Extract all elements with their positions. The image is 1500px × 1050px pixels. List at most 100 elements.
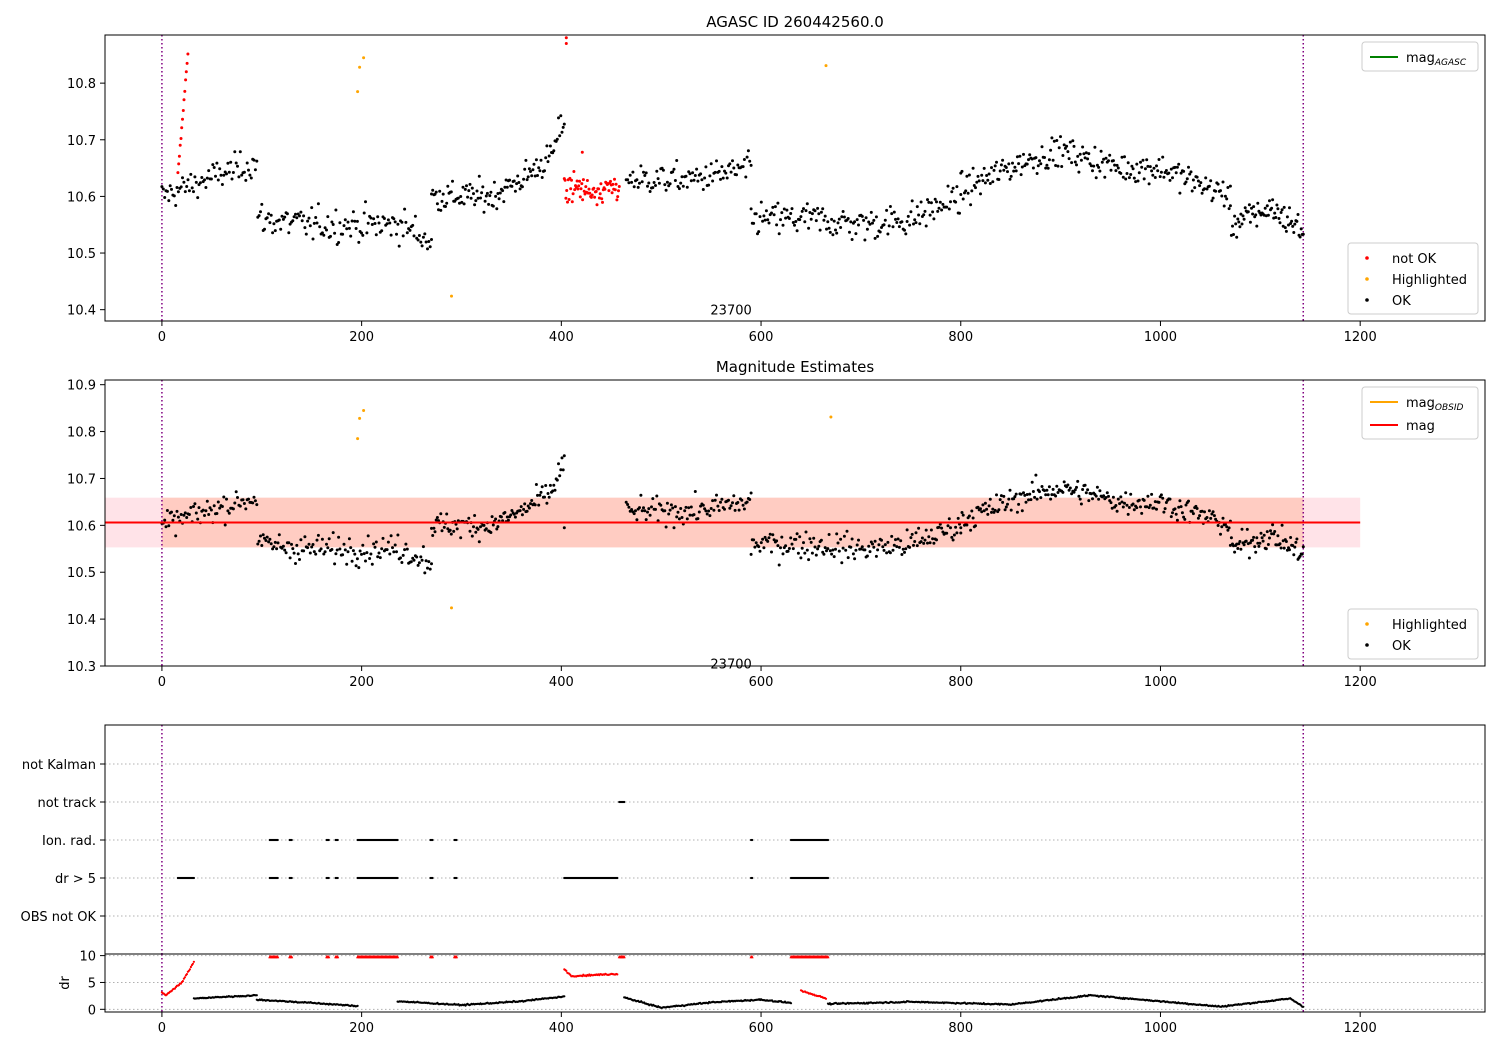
- agasc-point-ok: [630, 180, 634, 184]
- agasc-point-ok: [377, 221, 381, 225]
- agasc-point-ok: [421, 235, 425, 239]
- agasc-point-not-ok: [614, 182, 618, 186]
- mag-point-ok: [546, 492, 550, 495]
- agasc-point-ok: [1298, 235, 1302, 239]
- mag-point-ok: [1265, 530, 1269, 534]
- agasc-point-ok: [835, 231, 839, 235]
- mag-point-ok: [1124, 491, 1128, 495]
- agasc-point-ok: [1006, 170, 1009, 174]
- agasc-point-ok: [1068, 140, 1072, 144]
- agasc-point-ok: [966, 191, 970, 195]
- mag-point-ok: [174, 534, 178, 538]
- agasc-point-ok: [732, 166, 736, 170]
- mag-point-ok: [671, 506, 675, 510]
- mag-point-ok: [1081, 488, 1085, 491]
- mag-point-ok: [684, 505, 688, 509]
- agasc-point-ok: [1061, 154, 1065, 157]
- agasc-point-ok: [292, 215, 296, 219]
- agasc-point-ok: [242, 170, 246, 174]
- mag-point-ok: [1045, 488, 1049, 492]
- mag-point-ok: [1291, 544, 1295, 547]
- mag-point-ok: [377, 551, 381, 555]
- mag-point-ok: [1174, 512, 1178, 516]
- dr-point-ok: [563, 995, 566, 998]
- agasc-point-ok: [909, 210, 913, 214]
- agasc-xtick-label: 1200: [1344, 330, 1377, 345]
- mag-point-ok: [370, 562, 374, 566]
- agasc-point-ok: [836, 221, 840, 225]
- mag-point-ok: [499, 515, 503, 519]
- agasc-point-ok: [1175, 165, 1179, 169]
- agasc-point-ok: [1076, 154, 1080, 158]
- mag-point-ok: [961, 513, 965, 517]
- agasc-point-ok: [1214, 189, 1218, 193]
- mag-point-ok: [683, 509, 687, 513]
- agasc-point-ok: [427, 240, 431, 243]
- agasc-point-ok: [906, 214, 910, 218]
- agasc-point-ok: [997, 178, 1001, 181]
- mag-point-ok: [954, 525, 958, 529]
- agasc-point-ok: [639, 164, 643, 168]
- agasc-point-ok: [840, 215, 844, 219]
- mag-point-ok: [817, 544, 821, 548]
- mag-point-ok: [1162, 510, 1166, 514]
- agasc-point-ok: [841, 210, 845, 213]
- mag-point-ok: [179, 513, 183, 516]
- agasc-point-ok: [1084, 151, 1088, 155]
- agasc-point-ok: [894, 217, 897, 221]
- mag-point-ok: [988, 497, 992, 501]
- mag-point-ok: [1239, 547, 1243, 551]
- mag-point-ok: [192, 505, 195, 508]
- mag-point-ok: [1033, 495, 1037, 499]
- agasc-point-ok: [707, 183, 711, 187]
- agasc-point-ok: [638, 181, 641, 185]
- mag-point-ok: [561, 468, 565, 472]
- agasc-point-ok: [393, 220, 397, 224]
- mag-point-ok: [812, 536, 816, 540]
- mag-point-ok: [904, 547, 908, 551]
- agasc-point-ok: [523, 167, 527, 171]
- mag-point-highlighted: [358, 416, 362, 420]
- mag-point-ok: [823, 546, 827, 550]
- agasc-point-ok: [470, 186, 474, 190]
- flag-point: [616, 876, 619, 880]
- mag-point-ok: [771, 533, 775, 537]
- mag-point-ok: [291, 547, 295, 551]
- mag-point-ok: [1148, 503, 1152, 507]
- mag-point-ok: [253, 499, 257, 503]
- mag-point-ok: [1114, 504, 1118, 507]
- agasc-point-ok: [1089, 164, 1093, 168]
- mag-point-ok: [880, 538, 883, 542]
- mag-point-ok: [287, 541, 291, 545]
- agasc-point-ok: [485, 191, 489, 195]
- mag-point-ok: [644, 518, 648, 522]
- agasc-point-ok: [536, 174, 539, 177]
- agasc-point-ok: [181, 176, 184, 180]
- mag-point-ok: [543, 495, 546, 499]
- agasc-point-ok: [561, 125, 565, 129]
- mag-point-ok: [175, 509, 179, 513]
- mag-point-ok: [548, 483, 552, 487]
- dr-point-clipped: [430, 955, 435, 959]
- mag-point-ok: [1232, 544, 1235, 548]
- agasc-point-ok: [310, 206, 314, 210]
- mag-point-ok: [276, 541, 280, 545]
- agasc-point-ok: [172, 194, 176, 198]
- mag-point-ok: [924, 528, 928, 532]
- mag-point-ok: [940, 526, 944, 530]
- agasc-point-ok: [163, 196, 167, 199]
- mag-point-ok: [639, 493, 643, 497]
- mag-point-ok: [1054, 494, 1058, 498]
- agasc-point-ok: [299, 210, 303, 214]
- agasc-point-ok: [691, 171, 695, 175]
- mag-point-ok: [560, 456, 564, 460]
- mag-point-ok: [687, 506, 691, 510]
- agasc-point-ok: [302, 214, 306, 218]
- mag-point-ok: [822, 552, 826, 556]
- agasc-point-ok: [1198, 184, 1202, 188]
- mag-point-ok: [990, 510, 993, 514]
- mag-point-ok: [284, 551, 288, 555]
- mag-point-ok: [1279, 546, 1283, 550]
- agasc-point-ok: [526, 175, 530, 179]
